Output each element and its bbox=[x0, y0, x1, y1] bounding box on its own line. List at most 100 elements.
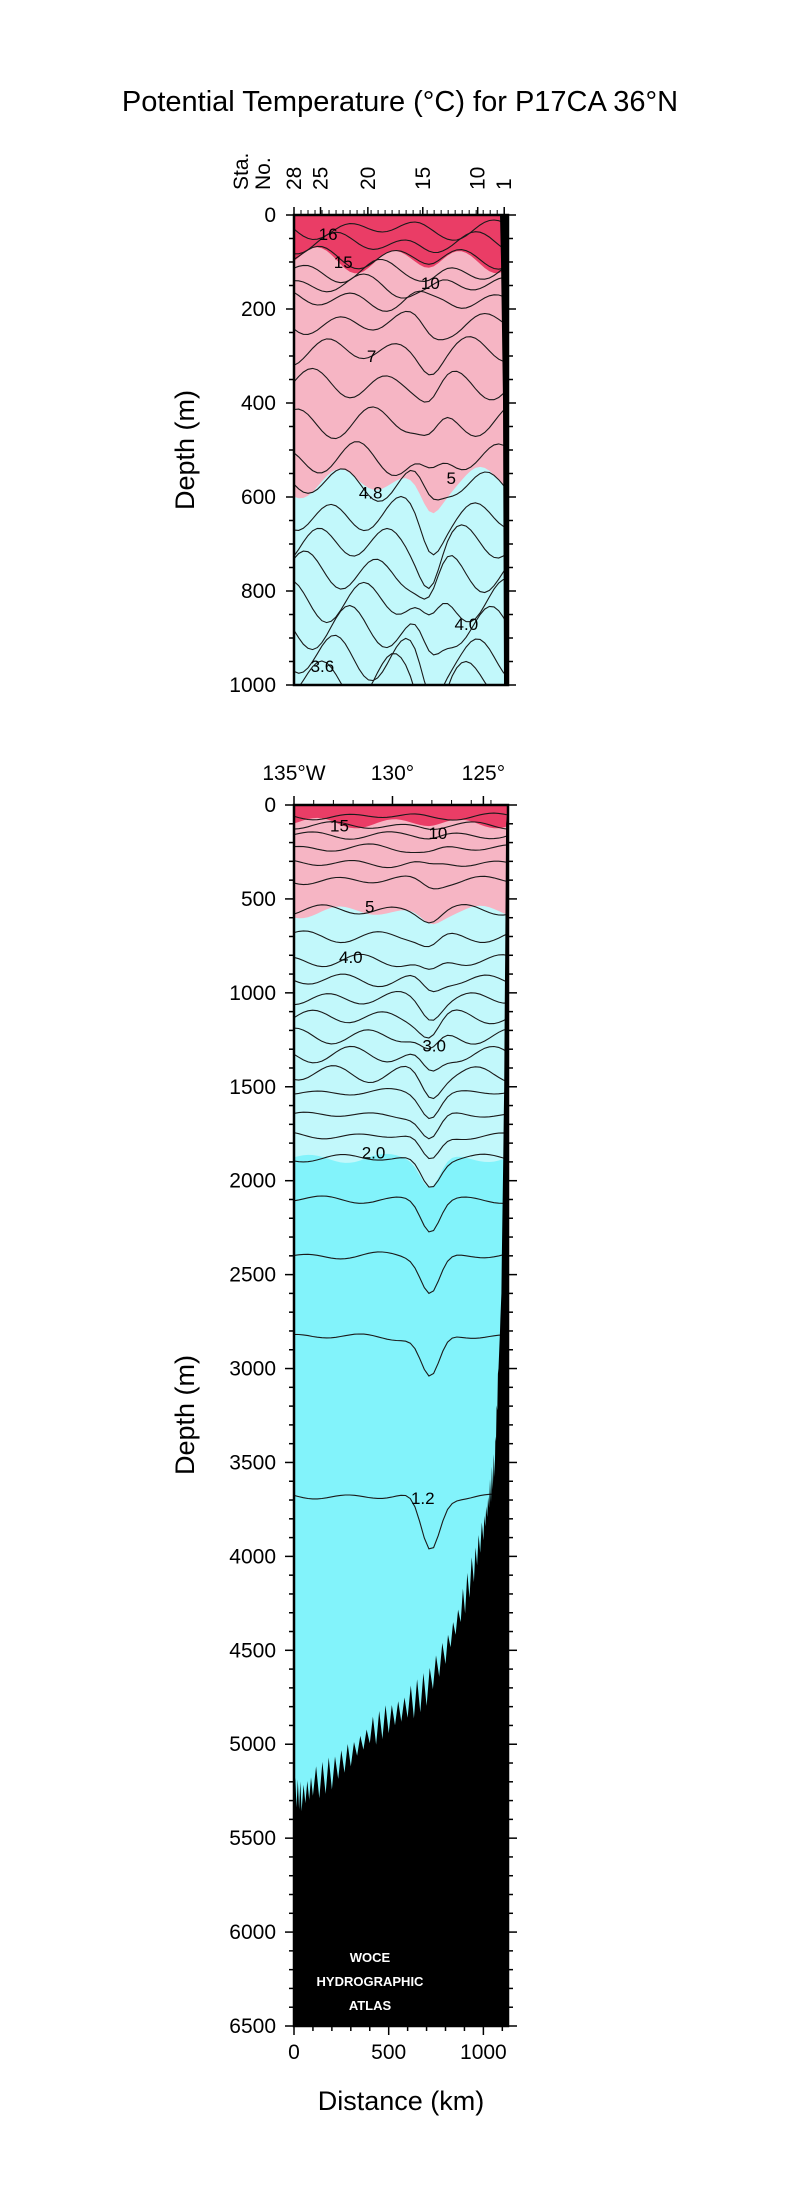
upper-contour-label: 7 bbox=[367, 347, 376, 366]
lower-y-tick-label: 3000 bbox=[229, 1358, 276, 1381]
lower-contour-label: 4.0 bbox=[339, 948, 363, 967]
upper-contour-label: 15 bbox=[334, 253, 353, 272]
upper-isotherm-5 bbox=[294, 290, 508, 312]
station-tick-label: 10 bbox=[467, 167, 490, 190]
lower-isotherm-17 bbox=[294, 1132, 508, 1160]
lower-contour-labels: 15 10 5 4.0 3.0 2.0 1.2 bbox=[330, 817, 447, 1508]
upper-isotherm-2 bbox=[294, 245, 508, 270]
upper-station-ticks: 28 25 20 15 10 1 bbox=[283, 167, 516, 215]
lower-y-ticks: 0 500 1000 1500 2000 2500 3000 3500 4000 4500 5000… bbox=[229, 794, 517, 2038]
upper-isotherm-4 bbox=[294, 273, 508, 299]
station-axis-label-line2: No. bbox=[252, 157, 275, 190]
lower-isotherm-21 bbox=[294, 1333, 508, 1377]
lower-x-ticks: 0 500 1000 bbox=[288, 2026, 507, 2064]
lower-contour-label: 10 bbox=[428, 824, 447, 843]
lower-isotherm-15 bbox=[294, 1087, 508, 1120]
longitude-ticks: 135°W 130° 125° bbox=[262, 762, 505, 805]
longitude-tick-label: 130° bbox=[371, 762, 414, 785]
lower-isotherm-6 bbox=[294, 904, 508, 924]
upper-isotherm-14 bbox=[294, 550, 508, 600]
lower-isotherm-1 bbox=[294, 821, 508, 831]
lower-isotherm-13 bbox=[294, 1045, 508, 1072]
lower-isotherm-3 bbox=[294, 843, 508, 854]
upper-contour-labels: 16 15 10 7 5 4.8 4.0 3.6 bbox=[311, 225, 479, 676]
lower-y-tick-label: 3500 bbox=[229, 1451, 276, 1474]
lower-contour-label: 3.0 bbox=[422, 1036, 446, 1055]
lower-isotherm-22 bbox=[294, 1493, 508, 1550]
lower-isotherm-16 bbox=[294, 1111, 508, 1140]
watermark: WOCE HYDROGRAPHIC ATLAS bbox=[317, 1950, 425, 2013]
lower-panel: 0500100015002000250030003500400045005000… bbox=[170, 762, 517, 2116]
lower-y-tick-label: 5500 bbox=[229, 1827, 276, 1850]
lower-y-tick-label: 4500 bbox=[229, 1639, 276, 1662]
longitude-tick-label: 135°W bbox=[262, 762, 325, 785]
upper-isotherm-9 bbox=[294, 406, 508, 440]
upper-y-tick-label: 1000 bbox=[229, 674, 276, 697]
lower-pink-fill bbox=[294, 805, 508, 925]
lower-isotherm-9 bbox=[294, 973, 508, 993]
station-tick-label: 20 bbox=[357, 167, 380, 190]
upper-y-tick-label: 600 bbox=[241, 486, 276, 509]
watermark-line2: HYDROGRAPHIC bbox=[317, 1974, 425, 1989]
lower-isotherm-7 bbox=[294, 930, 508, 948]
upper-isotherm-1 bbox=[294, 231, 508, 255]
upper-contour-lines bbox=[294, 219, 508, 685]
lower-y-tick-label: 1500 bbox=[229, 1076, 276, 1099]
upper-land-mask bbox=[500, 215, 508, 685]
upper-y-tick-label: 0 bbox=[264, 204, 276, 227]
lower-y-tick-label: 4000 bbox=[229, 1545, 276, 1568]
lower-bathymetry bbox=[294, 805, 508, 2026]
station-tick-label: 1 bbox=[493, 178, 516, 190]
upper-plot-area bbox=[294, 215, 508, 685]
lower-x-tick-label: 0 bbox=[288, 2041, 300, 2064]
lower-y-tick-label: 500 bbox=[241, 888, 276, 911]
upper-isotherm-6 bbox=[294, 310, 508, 341]
lower-y-tick-label: 1000 bbox=[229, 982, 276, 1005]
upper-isotherm-3 bbox=[294, 258, 508, 284]
upper-y-tick-label: 800 bbox=[241, 580, 276, 603]
upper-isotherm-7 bbox=[294, 336, 508, 376]
upper-pink-fill bbox=[294, 215, 508, 514]
station-tick-label: 28 bbox=[283, 167, 306, 190]
upper-isotherm-10 bbox=[294, 441, 508, 477]
lower-isotherm-0 bbox=[294, 812, 508, 821]
lower-isotherm-5 bbox=[294, 875, 508, 890]
station-tick-label: 15 bbox=[412, 167, 435, 190]
lower-y-tick-label: 6000 bbox=[229, 1921, 276, 1944]
upper-isotherm-13 bbox=[294, 524, 508, 590]
lower-y-tick-label: 5000 bbox=[229, 1733, 276, 1756]
chart-title: Potential Temperature (°C) for P17CA 36°… bbox=[122, 86, 678, 118]
lower-contour-label: 5 bbox=[365, 897, 374, 916]
upper-isotherm-17 bbox=[294, 634, 508, 685]
upper-red-fill bbox=[294, 215, 508, 274]
lower-contour-label: 15 bbox=[330, 817, 349, 836]
upper-contour-label: 4.8 bbox=[359, 483, 383, 502]
lower-isotherm-10 bbox=[294, 990, 508, 1021]
upper-y-ticks: 0 200 400 600 800 1000 bbox=[229, 204, 516, 697]
upper-contour-label: 10 bbox=[421, 274, 440, 293]
lower-y-tick-label: 2000 bbox=[229, 1170, 276, 1193]
lower-y-axis-label: Depth (m) bbox=[170, 1355, 200, 1475]
lower-contour-label: 2.0 bbox=[362, 1144, 386, 1163]
upper-contour-label: 5 bbox=[446, 469, 455, 488]
lower-x-tick-label: 1000 bbox=[460, 2041, 507, 2064]
lower-x-tick-label: 500 bbox=[371, 2041, 406, 2064]
lower-contour-lines bbox=[294, 812, 508, 1550]
lower-isotherm-4 bbox=[294, 859, 508, 869]
lower-isotherm-2 bbox=[294, 831, 508, 840]
lower-isotherm-14 bbox=[294, 1065, 508, 1100]
upper-isotherm-11 bbox=[294, 468, 508, 502]
lower-isotherm-11 bbox=[294, 1009, 508, 1039]
lower-contour-label: 1.2 bbox=[411, 1489, 435, 1508]
upper-isotherm-16 bbox=[294, 604, 508, 656]
station-tick-label: 25 bbox=[310, 167, 333, 190]
upper-contour-label: 16 bbox=[319, 225, 338, 244]
upper-y-axis-label: Depth (m) bbox=[170, 390, 200, 510]
lower-isotherm-12 bbox=[294, 1027, 508, 1050]
lower-red-fill bbox=[294, 805, 508, 829]
lower-frame bbox=[292, 803, 510, 2028]
lower-y-tick-label: 2500 bbox=[229, 1264, 276, 1287]
upper-isotherm-18 bbox=[299, 653, 488, 685]
